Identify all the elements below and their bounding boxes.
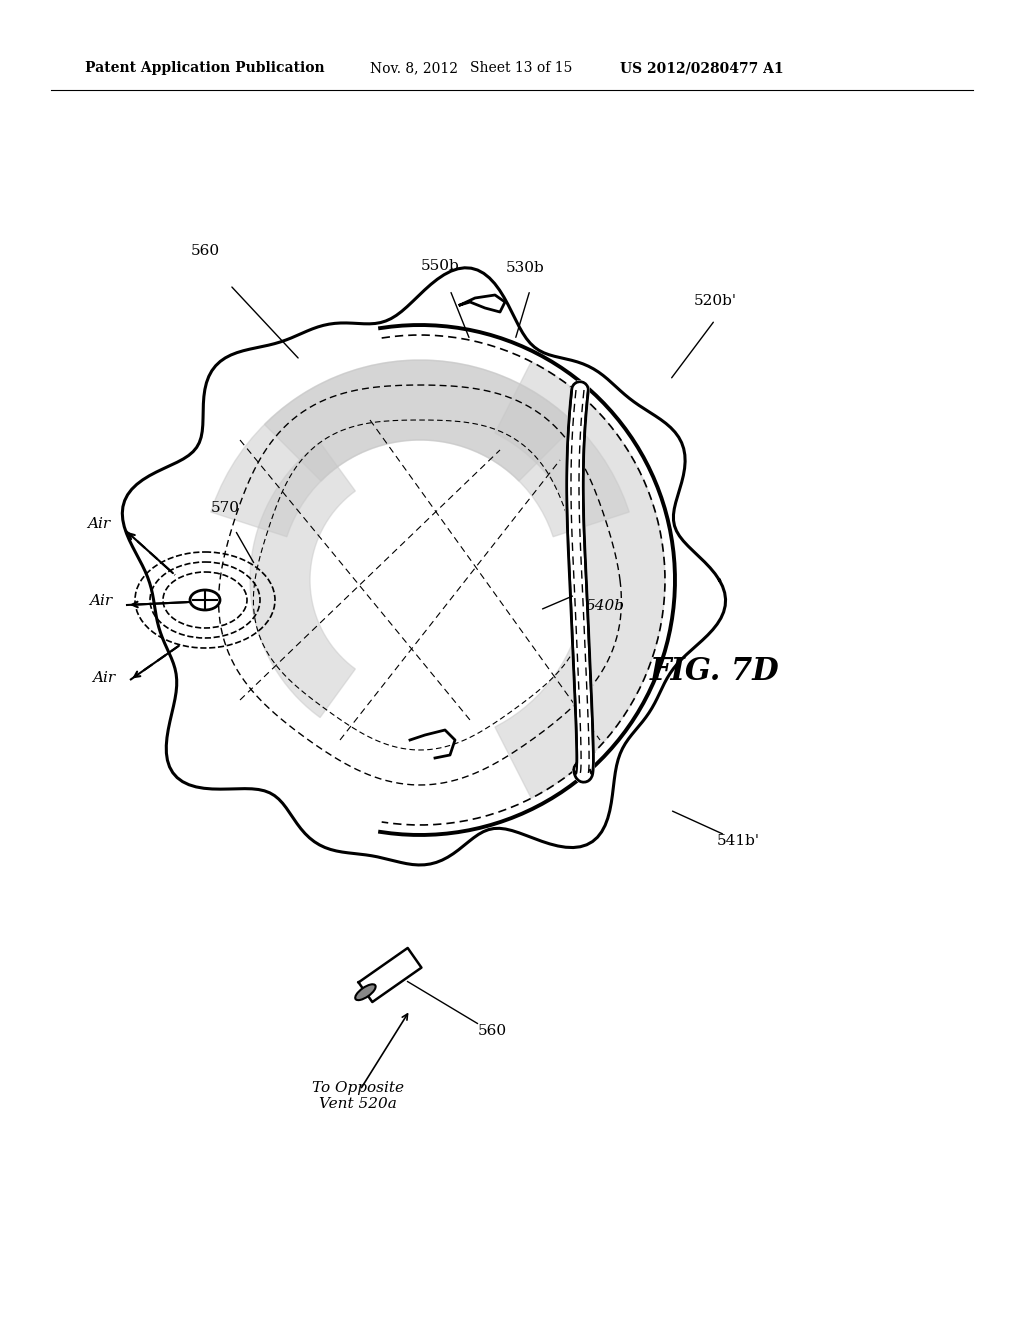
Text: 550b: 550b [421,259,460,273]
Text: 530b: 530b [506,261,545,275]
Polygon shape [358,948,422,1002]
Text: To Opposite
Vent 520a: To Opposite Vent 520a [312,1081,404,1111]
Text: Air: Air [89,594,112,609]
Polygon shape [495,362,665,799]
Ellipse shape [190,590,220,610]
Text: Nov. 8, 2012: Nov. 8, 2012 [370,61,458,75]
Text: 520b': 520b' [693,294,736,308]
Text: Air: Air [87,517,110,531]
Text: 570: 570 [211,502,240,515]
Polygon shape [264,360,575,480]
Polygon shape [211,360,629,537]
Polygon shape [122,268,726,865]
Text: 541b': 541b' [717,834,760,847]
Text: Air: Air [92,671,115,685]
Text: US 2012/0280477 A1: US 2012/0280477 A1 [620,61,783,75]
Text: 560: 560 [190,244,219,257]
Text: Sheet 13 of 15: Sheet 13 of 15 [470,61,572,75]
Text: 560: 560 [477,1024,507,1038]
Polygon shape [250,442,355,718]
Text: 540b: 540b [586,599,625,612]
Ellipse shape [355,985,376,1001]
Text: FIG. 7D: FIG. 7D [650,656,780,686]
Text: Patent Application Publication: Patent Application Publication [85,61,325,75]
